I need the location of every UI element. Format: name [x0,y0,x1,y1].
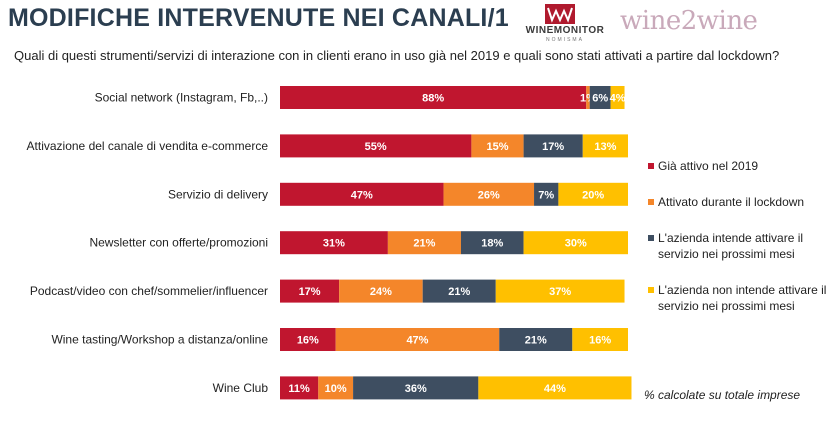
bar-data-label: 17% [299,286,321,298]
bar-data-label: 30% [565,238,587,250]
winemonitor-logo: WINEMONITOR NOMISMA [525,4,605,44]
bar-segment [280,182,444,206]
bar-data-label: 16% [589,335,611,347]
bar-segment [280,86,587,109]
bar-segment [499,328,573,351]
category-label: Newsletter con offerte/promozioni [89,236,268,250]
bar-segment [582,134,628,158]
survey-question: Quali di questi strumenti/servizi di int… [14,48,780,63]
bar-data-label: 26% [478,189,500,201]
winemonitor-logo-text: WINEMONITOR [525,25,605,36]
bar-segment [280,376,319,400]
bar-segment [280,328,336,351]
page-title: MODIFICHE INTERVENUTE NEI CANALI/1 [8,4,509,32]
legend-item-attivato-lockdown: Attivato durante il lockdown [648,194,833,210]
bar-segment [422,279,496,303]
bar-segment [523,231,628,255]
bar-data-label: 37% [549,286,571,298]
bar-data-label: 47% [351,189,373,201]
bar-data-label: 21% [525,335,547,347]
legend-item-intende-attivare: L'azienda intende attivare il servizio n… [648,230,833,262]
winemonitor-mark-icon [545,4,575,24]
legend-label: Attivato durante il lockdown [658,195,805,209]
bar-data-label: 21% [448,286,470,298]
legend-label: Già attivo nel 2019 [658,159,759,173]
bar-segment [610,86,625,109]
bar-segment [280,279,340,303]
bar-data-label: 10% [325,383,347,395]
bar-segment [339,279,423,303]
category-label: Social network (Instagram, Fb,..) [95,91,268,105]
bar-data-label: 6% [592,93,608,105]
bar-segment [523,134,583,158]
bar-data-label: 11% [288,383,310,395]
bar-segment [534,182,559,206]
bar-segment [280,231,388,255]
bar-data-label: 55% [365,141,387,153]
bar-segment [558,182,628,206]
bar-segment [280,134,472,158]
category-label: Wine tasting/Workshop a distanza/online [51,333,268,347]
bar-segment [572,328,628,351]
bar-data-label: 17% [542,141,564,153]
footnote: % calcolate su totale imprese [644,388,801,402]
chart-legend: Già attivo nel 2019 Attivato durante il … [648,158,833,334]
bar-segment [589,86,611,109]
bar-data-label: 13% [594,141,616,153]
bar-segment [495,279,625,303]
bar-data-label: 47% [406,335,428,347]
bar-segment [471,134,524,158]
legend-swatch [648,163,654,169]
bar-data-label: 15% [486,141,508,153]
legend-swatch [648,235,654,241]
bar-segment [353,376,479,400]
bar-segment [478,376,632,400]
bar-data-label: 16% [297,335,319,347]
category-label: Servizio di delivery [168,187,268,201]
wine2wine-logo: wine2wine [620,6,758,36]
category-label: Attivazione del canale di vendita e-comm… [27,139,269,153]
legend-item-attivo-2019: Già attivo nel 2019 [648,158,833,174]
bar-data-label: 4% [610,93,626,105]
bar-data-label: 20% [582,189,604,201]
bar-segment [586,86,590,109]
bar-segment [335,328,500,351]
category-label: Podcast/video con chef/sommelier/influen… [30,284,268,298]
bar-segment [443,182,535,206]
bar-segment [318,376,354,400]
bar-data-label: 44% [544,383,566,395]
legend-swatch [648,287,654,293]
legend-label: L'azienda intende attivare il servizio n… [658,231,804,261]
bar-data-label: 21% [413,238,435,250]
winemonitor-logo-subtext: NOMISMA [546,37,584,43]
bar-segment [460,231,524,255]
legend-item-non-intende-attivare: L'azienda non intende attivare il serviz… [648,282,833,314]
bar-data-label: 24% [370,286,392,298]
bar-data-label: 88% [422,93,444,105]
category-label: Wine Club [213,381,269,395]
bar-data-label: 31% [323,238,345,250]
legend-label: L'azienda non intende attivare il serviz… [658,283,827,313]
bar-segment [387,231,461,255]
legend-swatch [648,199,654,205]
bar-data-label: 18% [481,238,503,250]
bar-data-label: 7% [538,189,554,201]
bar-data-label: 36% [405,383,427,395]
